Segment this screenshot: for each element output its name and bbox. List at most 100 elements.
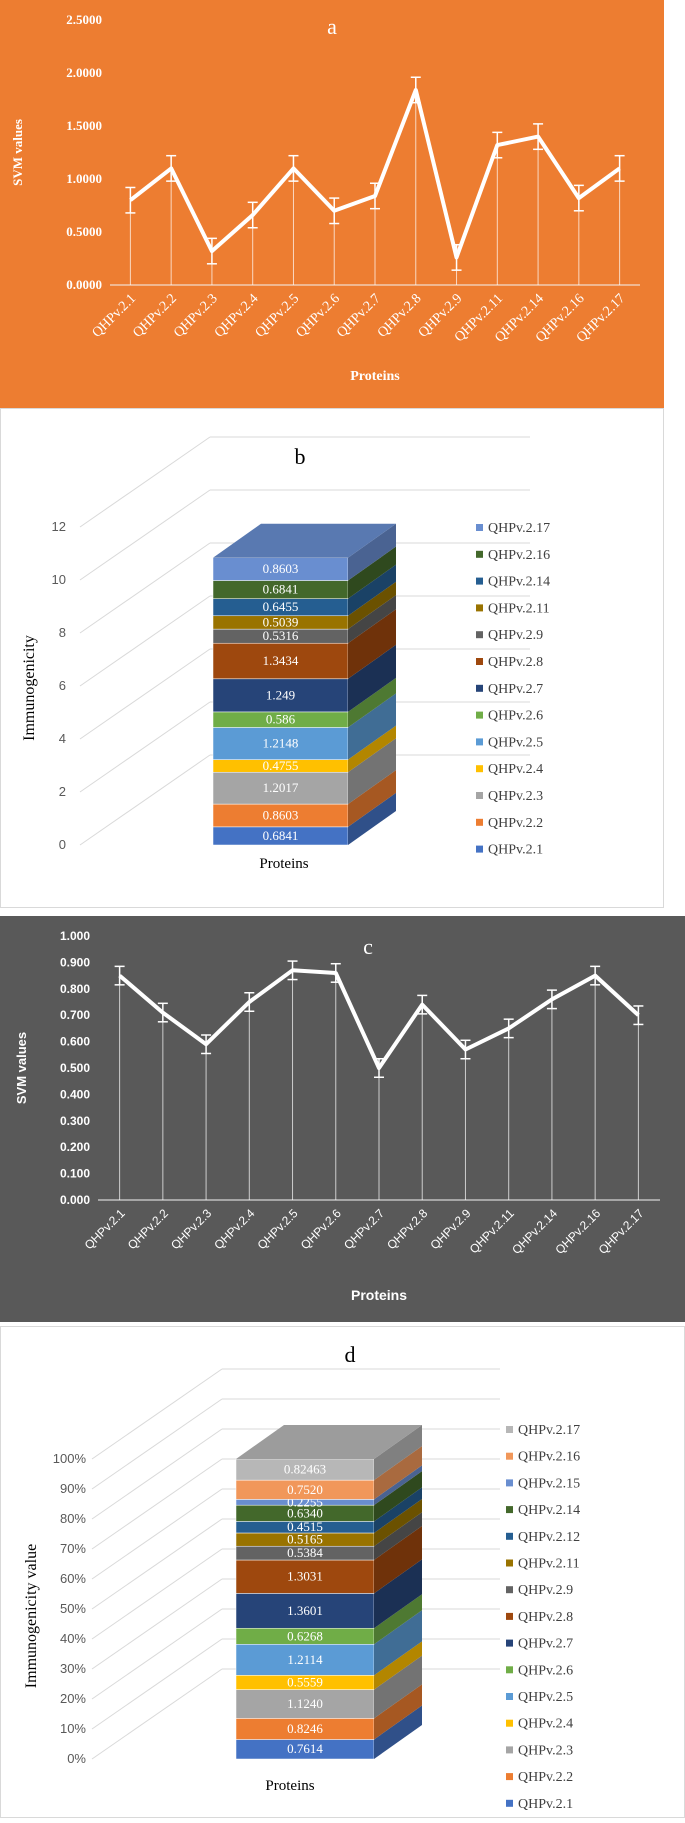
gridline-floor <box>91 1548 223 1640</box>
legend-entry: QHPv.2.17 <box>518 1423 580 1438</box>
gridline-floor <box>91 1578 223 1670</box>
gridline-floor <box>91 1398 223 1490</box>
segment-data-label: 1.3031 <box>287 1569 323 1584</box>
gridline-floor <box>91 1668 223 1760</box>
immunogenicity-percent-chart-d: 0% 10% 20% 30% 40% 50% 60% 70% 80% 90% 100% 0.7614 0… <box>0 1326 685 1818</box>
y-tick-label: 10 <box>52 572 66 587</box>
y-axis-title: Immunogenicity <box>21 635 38 741</box>
gridline-floor <box>91 1368 223 1460</box>
stack-segment-side <box>374 1705 422 1759</box>
legend-entry: QHPv.2.4 <box>488 762 543 777</box>
segment-data-label: 0.8246 <box>287 1721 323 1736</box>
y-tick-label: 4 <box>59 731 66 746</box>
stack-top-face <box>213 523 396 558</box>
segment-data-label: 0.6841 <box>263 828 299 843</box>
y-axis-title: Immunogenicity value <box>23 1544 40 1688</box>
stack-segment-side <box>374 1425 422 1481</box>
segment-data-label: 1.3434 <box>263 653 299 668</box>
segment-data-label: 1.2148 <box>263 736 299 751</box>
legend-swatch <box>506 1612 513 1620</box>
legend-swatch <box>476 738 483 746</box>
legend-entry: QHPv.2.11 <box>518 1557 580 1572</box>
x-axis-title: Proteins <box>350 369 400 384</box>
y-tick-label: 8 <box>59 625 66 640</box>
svm-line-chart-a: 0.00000.50001.00001.50002.00002.5000QHPv… <box>0 0 664 408</box>
y-tick-label: 0.800 <box>60 982 90 996</box>
y-tick-label: 90% <box>60 1481 86 1496</box>
gridline-floor <box>79 701 211 793</box>
legend-entry: QHPv.2.9 <box>518 1583 573 1598</box>
segment-data-label: 1.249 <box>266 687 295 702</box>
legend-entry: QHPv.2.12 <box>518 1530 580 1545</box>
stack-segment-side <box>374 1610 422 1676</box>
legend-swatch <box>506 1506 513 1514</box>
y-tick-label: 0.100 <box>60 1167 90 1181</box>
segment-data-label: 0.5316 <box>263 628 299 643</box>
y-tick-label: 0% <box>67 1751 86 1766</box>
y-tick-label: 0.400 <box>60 1087 90 1101</box>
y-tick-label: 0 <box>59 837 66 852</box>
segment-data-label: 0.4515 <box>287 1519 323 1534</box>
y-tick-label: 10% <box>60 1721 86 1736</box>
chart-title: b <box>295 444 306 469</box>
segment-data-label: 0.5559 <box>287 1674 323 1689</box>
legend-entry: QHPv.2.15 <box>518 1476 580 1491</box>
stack-segment-side <box>348 770 396 827</box>
legend-entry: QHPv.2.16 <box>518 1450 580 1465</box>
gridline-floor <box>79 754 211 846</box>
legend-swatch <box>506 1799 513 1807</box>
legend-entry: QHPv.2.3 <box>518 1743 573 1758</box>
chart-title: c <box>363 934 373 959</box>
stack-segment-front <box>235 1689 375 1719</box>
legend-swatch <box>476 765 483 773</box>
immunogenicity-stacked-chart-b: 0 2 4 6 8 10 12 0.6841 0.8603 1.2017 0.4755 1.2148 0… <box>0 408 664 908</box>
stack-segment-side <box>374 1471 422 1522</box>
y-tick-label: 0.500 <box>60 1061 90 1075</box>
legend-swatch <box>506 1452 513 1460</box>
legend-swatch <box>506 1559 513 1567</box>
segment-data-label: 1.1240 <box>287 1696 323 1711</box>
legend-swatch <box>506 1532 513 1540</box>
legend-swatch <box>476 524 483 531</box>
legend-entry: QHPv.2.11 <box>488 601 550 616</box>
stack-segment-front <box>235 1593 375 1629</box>
legend-swatch <box>476 818 483 826</box>
y-tick-label: 0.300 <box>60 1114 90 1128</box>
gridline-floor <box>79 489 211 581</box>
legend-swatch <box>476 845 483 853</box>
x-axis-title: Proteins <box>259 856 308 872</box>
stack-segment-front <box>212 678 349 713</box>
chart-background <box>0 916 685 1322</box>
segment-data-label: 0.8603 <box>263 807 299 822</box>
legend-swatch <box>476 577 483 585</box>
segment-data-label: 1.2114 <box>287 1652 323 1667</box>
gridline-floor <box>79 436 211 528</box>
segment-data-label: 1.2017 <box>263 780 299 795</box>
stack-segment-side <box>348 725 396 773</box>
stack-segment-side <box>348 677 396 728</box>
stack-segment-side <box>348 644 396 712</box>
segment-data-label: 0.6268 <box>287 1628 323 1643</box>
legend-swatch <box>476 658 483 665</box>
legend-swatch <box>506 1479 513 1487</box>
segment-data-label: 1.3601 <box>287 1603 323 1618</box>
stack-segment-side <box>374 1655 422 1719</box>
legend-entry: QHPv.2.2 <box>518 1770 573 1785</box>
stack-segment-side <box>374 1487 422 1533</box>
y-tick-label: 1.0000 <box>66 171 102 186</box>
legend-swatch <box>506 1426 513 1433</box>
legend-entry: QHPv.2.4 <box>518 1717 573 1732</box>
segment-data-label: 0.6841 <box>263 582 299 597</box>
y-tick-label: 0.600 <box>60 1035 90 1049</box>
chart-background <box>0 0 664 408</box>
stack-segment-side <box>374 1465 422 1506</box>
legend-entry: QHPv.2.6 <box>518 1663 573 1678</box>
segment-data-label: 0.7520 <box>287 1482 323 1497</box>
legend-entry: QHPv.2.6 <box>488 709 543 724</box>
legend-swatch <box>476 631 483 639</box>
legend-entry: QHPv.2.5 <box>518 1690 573 1705</box>
legend-entry: QHPv.2.8 <box>488 655 543 670</box>
y-axis-title: SVM values <box>10 119 25 186</box>
stack-segment-side <box>374 1446 422 1500</box>
segment-data-label: 0.5384 <box>287 1545 323 1560</box>
